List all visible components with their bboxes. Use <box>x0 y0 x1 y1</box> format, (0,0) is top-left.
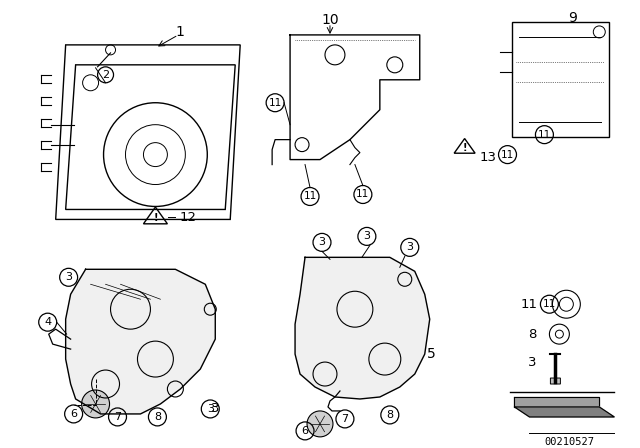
Text: 3: 3 <box>207 404 214 414</box>
Text: 8: 8 <box>528 327 537 340</box>
Text: 10: 10 <box>321 13 339 27</box>
Text: 11: 11 <box>303 191 317 202</box>
Polygon shape <box>295 257 429 399</box>
Text: 11: 11 <box>538 129 551 140</box>
Circle shape <box>307 411 333 437</box>
Polygon shape <box>515 397 599 407</box>
Text: 1: 1 <box>176 25 185 39</box>
Text: 3: 3 <box>528 356 537 369</box>
Text: 3: 3 <box>364 231 371 241</box>
Text: 00210527: 00210527 <box>545 437 595 447</box>
Text: 3: 3 <box>319 237 326 247</box>
Text: 4: 4 <box>44 317 51 327</box>
FancyBboxPatch shape <box>550 378 561 384</box>
Text: 6: 6 <box>70 409 77 419</box>
Text: 11: 11 <box>501 150 514 159</box>
Text: 13: 13 <box>479 151 496 164</box>
Text: !: ! <box>153 213 157 223</box>
Text: 7: 7 <box>114 412 121 422</box>
Text: 11: 11 <box>269 98 282 108</box>
Text: 3: 3 <box>211 402 220 415</box>
Text: 3: 3 <box>65 272 72 282</box>
Text: 3: 3 <box>406 242 413 252</box>
Text: 5: 5 <box>428 347 436 361</box>
Text: 7: 7 <box>341 414 349 424</box>
Text: 11: 11 <box>356 190 369 199</box>
Text: 8: 8 <box>154 412 161 422</box>
Circle shape <box>82 390 109 418</box>
Text: 2: 2 <box>102 70 109 80</box>
Text: 6: 6 <box>301 426 308 436</box>
Text: 9: 9 <box>568 11 577 25</box>
Text: !: ! <box>462 143 467 153</box>
Text: 11: 11 <box>543 299 556 309</box>
Text: 12: 12 <box>180 211 197 224</box>
Polygon shape <box>66 269 215 414</box>
Polygon shape <box>515 407 614 417</box>
Text: 8: 8 <box>387 410 394 420</box>
Text: 11: 11 <box>520 298 538 311</box>
